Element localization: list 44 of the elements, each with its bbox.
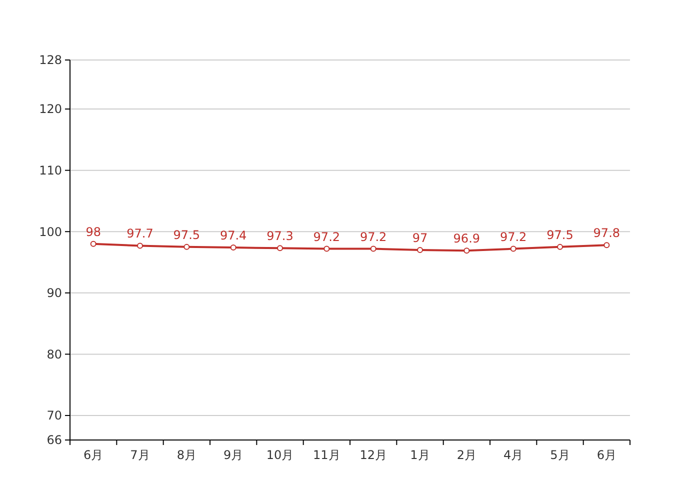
- x-tick-label: 9月: [224, 448, 244, 462]
- point: [417, 247, 423, 253]
- data-label: 97.5: [546, 228, 574, 242]
- point: [277, 245, 283, 252]
- data-label: 97.2: [313, 230, 340, 244]
- x-tick-label: 8月: [176, 448, 196, 462]
- data-label: 97.8: [593, 226, 620, 240]
- point: [184, 244, 190, 250]
- x-tick-label: 11月: [313, 448, 340, 462]
- x-tick-label: 1月: [410, 448, 430, 462]
- point: [370, 246, 376, 252]
- y-tick-label: 66: [46, 433, 62, 448]
- data-label: 97.2: [500, 230, 527, 244]
- x-tick-label: 2月: [456, 448, 476, 462]
- data-label: 97: [412, 231, 428, 245]
- data-label: 97.7: [126, 226, 154, 241]
- point: [510, 246, 516, 252]
- data-label: 97.2: [360, 230, 387, 244]
- x-tick-label: 10月: [266, 448, 294, 462]
- x-tick-label: 7月: [130, 448, 150, 462]
- data-label: 98: [86, 224, 101, 239]
- data-label: 96.9: [453, 232, 480, 246]
- point: [557, 244, 563, 250]
- x-tick-label: 6月: [84, 448, 104, 462]
- data-label: 97.4: [220, 228, 247, 243]
- x-tick-label: 12月: [360, 448, 387, 462]
- point: [604, 242, 610, 248]
- data-label: 97.3: [266, 229, 294, 244]
- y-tick-label: 110: [39, 164, 62, 178]
- point: [324, 246, 330, 252]
- x-tick-label: 4月: [504, 448, 524, 462]
- point: [137, 242, 143, 249]
- point: [230, 244, 236, 251]
- data-label: 97.5: [173, 228, 200, 242]
- y-tick-label: 70: [46, 408, 62, 423]
- y-tick-label: 90: [46, 286, 62, 300]
- y-tick-label: 80: [46, 347, 62, 362]
- y-tick-label: 120: [39, 102, 62, 116]
- y-tick-label: 100: [39, 224, 62, 239]
- y-tick-label: 128: [39, 53, 62, 68]
- point: [464, 248, 470, 254]
- point: [90, 240, 96, 247]
- x-tick-label: 6月: [596, 448, 616, 462]
- x-tick-label: 5月: [550, 448, 570, 462]
